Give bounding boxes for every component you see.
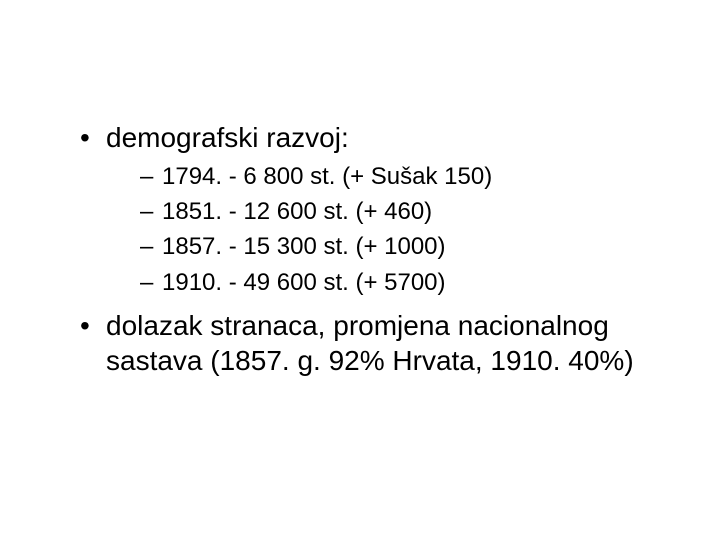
bullet-list-level1: demografski razvoj: 1794. - 6 800 st. (+… — [40, 120, 680, 378]
bullet-text: demografski razvoj: — [106, 122, 349, 153]
list-item: 1857. - 15 300 st. (+ 1000) — [140, 231, 680, 262]
list-item: 1910. - 49 600 st. (+ 5700) — [140, 267, 680, 298]
list-item: 1794. - 6 800 st. (+ Sušak 150) — [140, 161, 680, 192]
slide: demografski razvoj: 1794. - 6 800 st. (+… — [0, 0, 720, 540]
list-item: demografski razvoj: 1794. - 6 800 st. (+… — [80, 120, 680, 298]
bullet-list-level2: 1794. - 6 800 st. (+ Sušak 150) 1851. - … — [106, 161, 680, 298]
bullet-text: 1910. - 49 600 st. (+ 5700) — [162, 269, 446, 296]
bullet-text: 1851. - 12 600 st. (+ 460) — [162, 198, 432, 225]
list-item: dolazak stranaca, promjena nacionalnog s… — [80, 308, 680, 378]
list-item: 1851. - 12 600 st. (+ 460) — [140, 196, 680, 227]
bullet-text: dolazak stranaca, promjena nacionalnog s… — [106, 310, 634, 376]
bullet-text: 1794. - 6 800 st. (+ Sušak 150) — [162, 163, 492, 190]
bullet-text: 1857. - 15 300 st. (+ 1000) — [162, 233, 446, 260]
